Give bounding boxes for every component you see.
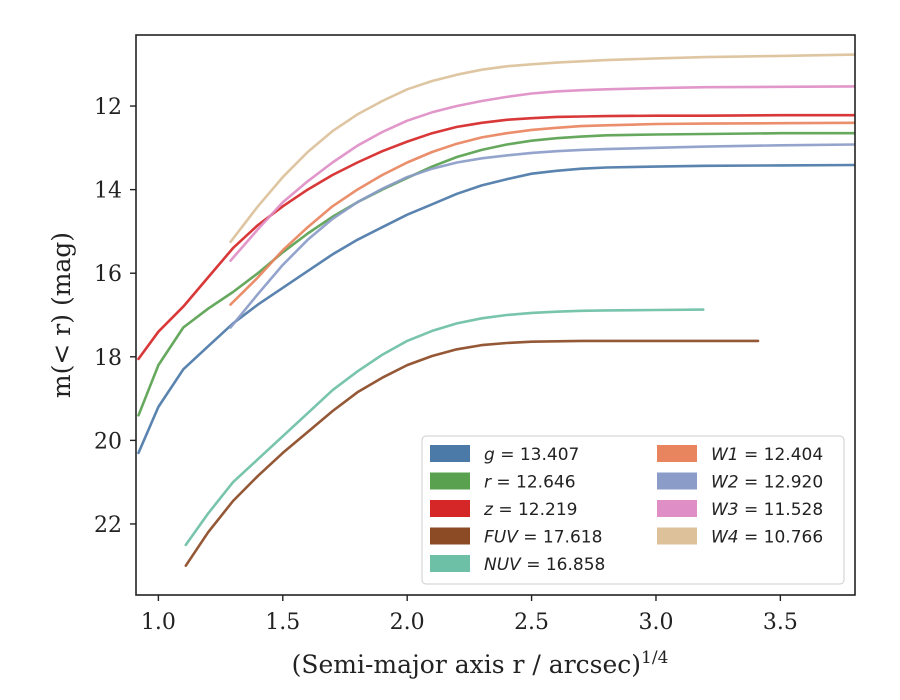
legend-label: z = 12.219 [483, 500, 577, 520]
series-line-3 [184, 339, 760, 567]
series-line-6 [229, 143, 855, 329]
series-line-5 [229, 121, 855, 306]
legend-swatch [430, 527, 470, 545]
legend-swatch [657, 527, 697, 545]
legend-label: W2 = 12.920 [711, 473, 823, 493]
x-tick-label: 3.0 [638, 610, 673, 635]
legend-label: g = 13.407 [484, 445, 579, 465]
legend-swatch [430, 472, 470, 490]
x-tick-label: 1.0 [141, 610, 176, 635]
legend-label: FUV = 17.618 [484, 528, 602, 548]
x-tick-label: 1.5 [265, 610, 300, 635]
series-line-7 [229, 85, 855, 262]
plot-frame [135, 34, 856, 596]
legend: g = 13.407 r = 12.646 z = 12.219 FUV = 17.6… [421, 435, 845, 585]
series-line-0 [137, 163, 855, 455]
x-axis: 1.0 1.5 2.0 2.5 3.0 3.5 [141, 595, 798, 635]
legend-label: r = 12.646 [484, 473, 576, 493]
legend-label: W4 = 10.766 [711, 528, 823, 548]
y-tick-label: 16 [94, 262, 122, 287]
y-tick-label: 20 [94, 429, 122, 454]
x-tick-label: 3.5 [763, 610, 798, 635]
legend-label: W1 = 12.404 [711, 445, 823, 465]
legend-swatch [657, 500, 697, 517]
y-axis-title: m(< r) (mag) [47, 232, 76, 398]
series-line-4 [184, 308, 705, 547]
legend-swatch [430, 500, 470, 517]
y-axis: 12 14 16 18 20 22 [94, 95, 136, 538]
legend-swatch [430, 445, 470, 462]
legend-label: NUV = 16.858 [484, 555, 605, 575]
legend-swatch [657, 472, 697, 490]
series-line-8 [229, 53, 855, 244]
x-tick-label: 2.0 [390, 610, 425, 635]
legend-swatch [657, 445, 697, 462]
legend-label: W3 = 11.528 [711, 500, 823, 520]
legend-box [421, 435, 845, 585]
series-line-1 [137, 131, 855, 417]
y-tick-label: 18 [94, 346, 122, 371]
series-line-2 [137, 113, 855, 361]
x-tick-label: 2.5 [514, 610, 549, 635]
series-layer [137, 53, 855, 567]
y-tick-label: 12 [94, 95, 122, 120]
y-tick-label: 22 [94, 513, 122, 538]
y-tick-label: 14 [94, 179, 122, 204]
x-axis-title: (Semi-major axis r / arcsec)1/4 [292, 648, 669, 679]
legend-swatch [430, 555, 470, 572]
